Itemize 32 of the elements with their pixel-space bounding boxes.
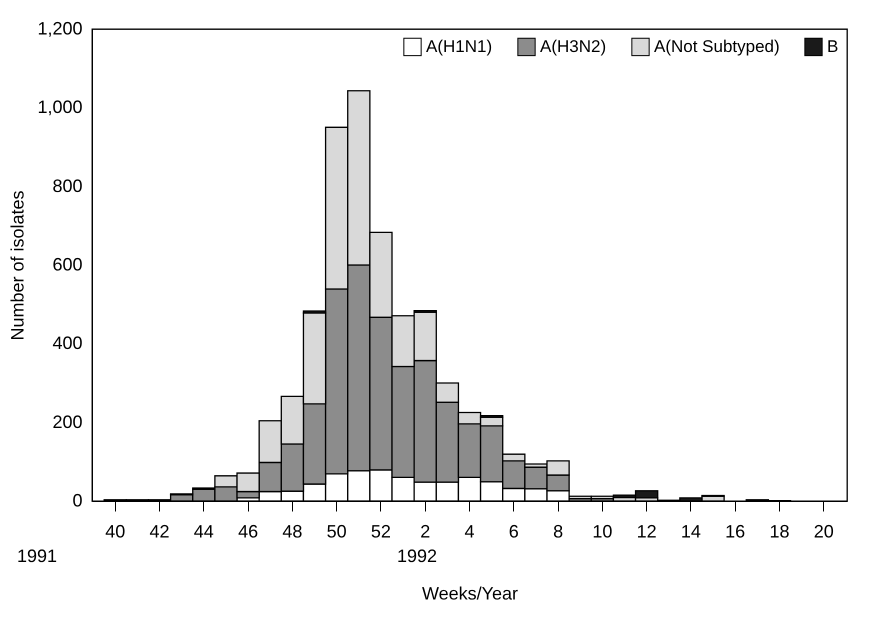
- y-tick-label: 600: [52, 254, 82, 274]
- x-tick-label: 50: [326, 522, 347, 542]
- x-tick-label: 44: [194, 522, 214, 542]
- x-tick-label: 10: [592, 522, 612, 542]
- x-tick-label: 16: [725, 522, 746, 542]
- text: 1991: [16, 546, 58, 566]
- x-tick-label: 14: [680, 522, 701, 542]
- y-tick-label: 400: [52, 333, 82, 354]
- x-tick-label: 48: [282, 522, 302, 542]
- y-tick-label: 0: [72, 490, 82, 510]
- y-tick-label: 1,000: [37, 97, 82, 118]
- x-tick-label: 40: [105, 522, 126, 542]
- x-tick-label: 2: [420, 522, 430, 542]
- x-axis-title: Weeks/Year: [422, 584, 518, 604]
- x-tick-label: 4: [464, 522, 475, 542]
- x-tick-label: 18: [769, 522, 790, 542]
- x-tick-label: 8: [553, 522, 564, 542]
- text: 1992: [396, 546, 438, 566]
- x-tick-label: 46: [238, 522, 258, 542]
- x-tick-label: 20: [814, 522, 834, 542]
- y-axis-title: Number of isolates: [7, 190, 28, 341]
- x-tick-label: 6: [508, 522, 519, 542]
- y-tick-label: 200: [52, 412, 82, 432]
- x-tick-label: 42: [150, 522, 170, 542]
- legend-label: A(H1N1): [426, 36, 492, 56]
- x-tick-label: 12: [636, 522, 657, 542]
- y-tick-label: 1,200: [37, 18, 82, 38]
- legend-label: A(H3N2): [540, 36, 606, 56]
- y-tick-label: 800: [52, 176, 82, 196]
- x-tick-label: 52: [370, 522, 391, 542]
- legend-label: A(Not Subtyped): [654, 36, 780, 56]
- legend-label: B: [827, 36, 838, 56]
